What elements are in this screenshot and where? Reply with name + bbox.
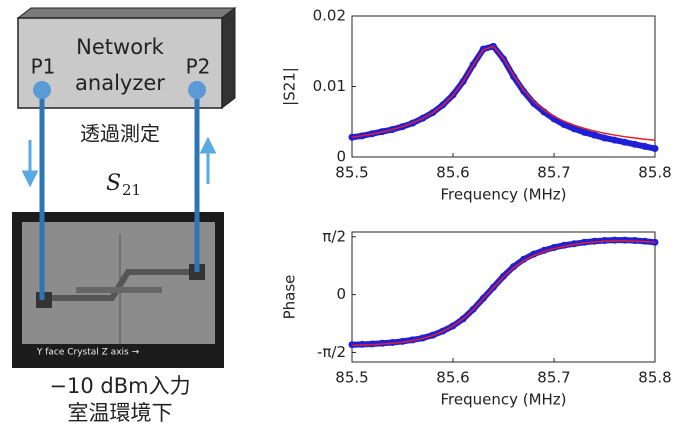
analyzer-label: Network bbox=[76, 35, 165, 59]
diagram: Network analyzer P1 P2 Y face Crystal Z … bbox=[12, 8, 235, 425]
y-tick-label: 0.02 bbox=[313, 7, 346, 25]
x-tick-label: 85.5 bbox=[335, 164, 368, 182]
arrow-up bbox=[202, 140, 214, 184]
x-tick-label: 85.7 bbox=[537, 164, 570, 182]
x-tick-label: 85.7 bbox=[537, 369, 570, 387]
s-param: S bbox=[106, 171, 121, 196]
x-tick-label: 85.8 bbox=[638, 369, 671, 387]
y-tick-label: -π/2 bbox=[317, 343, 346, 361]
x-tick-label: 85.6 bbox=[436, 164, 469, 182]
y-axis-label: Phase bbox=[281, 275, 299, 320]
y-tick-label: 0 bbox=[336, 285, 346, 303]
condition: 室温環境下 bbox=[68, 401, 173, 425]
box-side bbox=[222, 8, 235, 108]
fit-line bbox=[352, 241, 655, 346]
y-tick-label: 0 bbox=[336, 148, 346, 166]
port bbox=[33, 81, 51, 99]
port bbox=[188, 81, 206, 99]
x-tick-label: 85.6 bbox=[436, 369, 469, 387]
chip-caption: Y face Crystal Z axis → bbox=[36, 348, 140, 358]
arrow-down bbox=[24, 140, 36, 184]
s-param-subscript: 21 bbox=[122, 181, 141, 199]
figure: Network analyzer P1 P2 Y face Crystal Z … bbox=[0, 0, 675, 432]
measurement-label: 透過測定 bbox=[80, 122, 160, 146]
x-axis-label: Frequency (MHz) bbox=[440, 391, 566, 409]
box-top bbox=[18, 8, 235, 18]
analyzer-label: analyzer bbox=[75, 71, 165, 95]
measured-line bbox=[352, 240, 655, 345]
plot-frame bbox=[352, 16, 655, 157]
y-axis-label: |S21| bbox=[281, 67, 299, 106]
y-tick-label: π/2 bbox=[322, 227, 346, 245]
port-label: P2 bbox=[186, 55, 211, 79]
x-tick-label: 85.8 bbox=[638, 164, 671, 182]
chip-resonator bbox=[76, 287, 162, 293]
port-label: P1 bbox=[31, 55, 56, 79]
y-tick-label: 0.01 bbox=[313, 77, 346, 95]
condition: −10 dBm入力 bbox=[49, 374, 190, 398]
measured-line bbox=[352, 46, 655, 148]
x-tick-label: 85.5 bbox=[335, 369, 368, 387]
x-axis-label: Frequency (MHz) bbox=[440, 186, 566, 204]
